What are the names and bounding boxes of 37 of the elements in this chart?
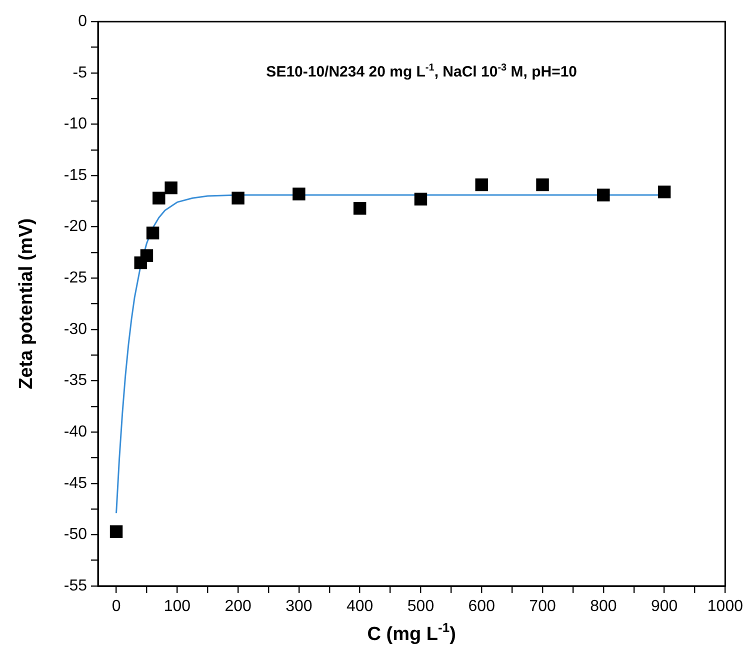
y-tick-label: -20 xyxy=(64,218,88,236)
point xyxy=(658,186,671,198)
point xyxy=(597,188,610,202)
x-tick-label: 900 xyxy=(650,598,678,616)
x-tick-label: 400 xyxy=(346,598,374,616)
x-tick-label: 200 xyxy=(224,598,252,616)
point xyxy=(110,525,123,538)
y-tick-label: -45 xyxy=(64,474,88,492)
y-tick-label: -5 xyxy=(72,64,88,82)
x-tick-label: 500 xyxy=(407,598,434,616)
y-tick-label: -40 xyxy=(64,423,88,440)
x-tick-label: 700 xyxy=(529,598,556,616)
x-tick-label: 0 xyxy=(112,598,121,616)
y-tick-label: -15 xyxy=(64,166,88,184)
y-tick-label: -30 xyxy=(64,320,88,338)
x-tick-label: 100 xyxy=(164,598,191,616)
x-tick-label: 1000 xyxy=(707,598,744,616)
y-tick-label: -10 xyxy=(64,116,88,133)
y-tick-label: -35 xyxy=(64,372,88,390)
y-tick-label: -55 xyxy=(64,577,88,594)
x-tick-label: 600 xyxy=(468,598,496,616)
x-tick-label: 800 xyxy=(590,598,617,616)
point xyxy=(164,181,178,194)
point xyxy=(232,192,244,204)
y-tick-label: -25 xyxy=(64,270,88,287)
point xyxy=(292,188,306,200)
x-tick-label: 300 xyxy=(286,598,312,616)
point xyxy=(353,202,366,215)
point xyxy=(536,178,549,192)
point xyxy=(475,178,488,192)
point xyxy=(152,192,166,204)
y-tick-label: -50 xyxy=(64,526,88,544)
point xyxy=(146,226,160,240)
point xyxy=(140,249,154,262)
y-axis-title: Zeta potential (mV) xyxy=(16,218,37,390)
point xyxy=(414,192,428,206)
y-tick-label: 0 xyxy=(78,13,88,30)
